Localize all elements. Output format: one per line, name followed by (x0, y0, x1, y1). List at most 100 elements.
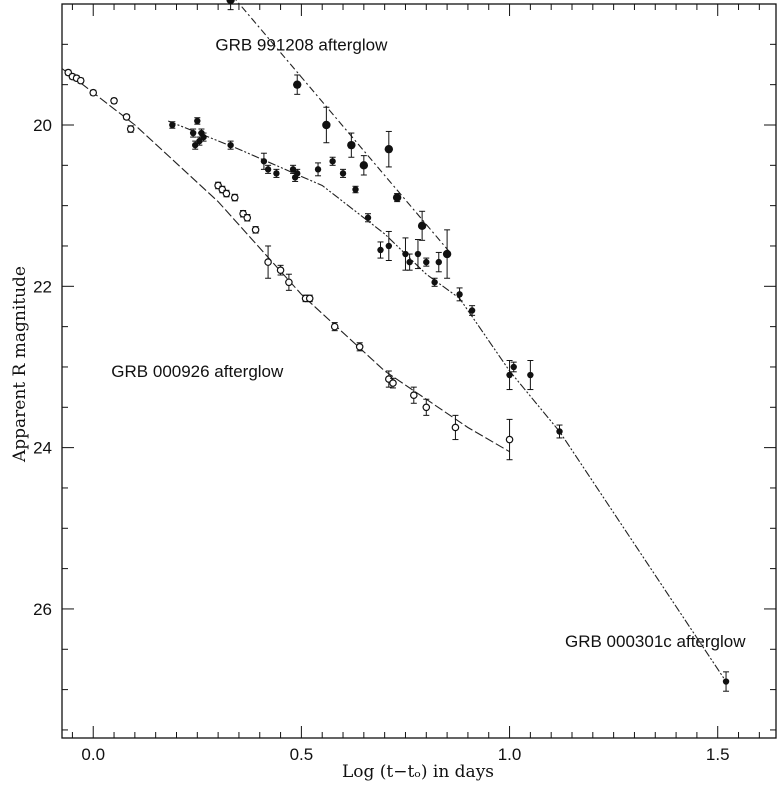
point-marker (435, 258, 442, 266)
point-marker (314, 166, 322, 173)
x-tick-label: 1.5 (706, 745, 730, 764)
data-points (64, 0, 730, 692)
point-marker (456, 291, 463, 298)
data-point (285, 273, 293, 291)
point-marker (722, 678, 730, 685)
point-marker (76, 76, 85, 85)
x-axis-title: Log (t−tₒ) in days (342, 762, 494, 782)
data-point (322, 106, 331, 144)
point-marker (364, 214, 372, 221)
point-marker (506, 371, 513, 379)
data-point (355, 342, 364, 352)
data-point (456, 287, 463, 302)
data-point (442, 229, 452, 279)
plot-border (61, 3, 777, 739)
point-marker (355, 343, 364, 351)
series-label: GRB 000926 afterglow (111, 362, 284, 381)
point-marker (556, 428, 563, 435)
point-marker (392, 193, 402, 202)
data-point (89, 88, 98, 97)
y-tick-label: 20 (33, 116, 52, 135)
point-marker (377, 246, 384, 254)
data-point (506, 360, 513, 391)
data-point (227, 140, 234, 150)
point-marker (329, 158, 336, 165)
point-marker (409, 391, 418, 399)
point-marker (347, 140, 356, 150)
data-point (377, 241, 384, 259)
data-point (339, 168, 347, 178)
point-marker (422, 403, 431, 412)
point-marker (406, 258, 413, 266)
data-point (527, 360, 534, 391)
data-point (352, 185, 359, 194)
data-point (385, 230, 393, 261)
point-marker (273, 170, 280, 177)
data-point (414, 239, 422, 270)
data-point (505, 418, 514, 461)
point-marker (431, 279, 438, 286)
data-point (330, 322, 339, 332)
data-point (422, 398, 431, 416)
data-point (194, 117, 201, 125)
x-tick-label: 0.0 (81, 745, 105, 764)
data-point (251, 226, 260, 234)
point-marker (222, 189, 231, 198)
data-point (314, 162, 322, 177)
point-marker (227, 141, 234, 149)
y-axis-title: Apparent R magnitude (10, 266, 30, 463)
data-point (329, 156, 336, 166)
data-point (722, 671, 730, 692)
point-marker (527, 371, 534, 379)
point-marker (122, 113, 131, 121)
fit-line (167, 120, 727, 682)
data-point (110, 96, 118, 105)
data-point (76, 76, 85, 85)
point-marker (352, 186, 359, 193)
data-point (406, 253, 413, 271)
point-marker (293, 80, 302, 89)
data-point (347, 132, 356, 158)
point-marker (442, 249, 452, 259)
point-marker (384, 144, 394, 154)
data-point (385, 370, 393, 388)
data-point (226, 0, 235, 11)
x-tick-label: 1.0 (498, 745, 522, 764)
point-marker (402, 250, 409, 258)
point-marker (451, 423, 460, 432)
point-marker (276, 266, 285, 274)
data-point (230, 193, 239, 202)
point-marker (169, 121, 176, 129)
point-marker (260, 158, 268, 165)
data-point (451, 414, 460, 441)
data-point (435, 251, 442, 273)
point-marker (110, 96, 118, 105)
point-marker (89, 88, 98, 97)
point-marker (285, 278, 293, 287)
point-marker (294, 170, 301, 177)
fit-lines (61, 0, 727, 682)
data-point (222, 189, 231, 198)
data-point (392, 193, 402, 203)
data-point (169, 121, 176, 129)
point-marker (305, 294, 314, 303)
data-point (359, 155, 369, 176)
data-point (126, 125, 135, 133)
data-point (243, 213, 252, 222)
data-point (264, 245, 272, 279)
y-tick-label: 26 (33, 600, 52, 619)
point-marker (414, 250, 422, 258)
point-marker (126, 125, 135, 133)
data-point (192, 140, 199, 150)
y-tick-label: 22 (33, 277, 52, 296)
point-marker (322, 120, 331, 130)
point-marker (359, 161, 369, 170)
data-point (556, 424, 563, 439)
data-point (189, 128, 197, 138)
point-marker (200, 133, 207, 141)
data-point (423, 257, 430, 267)
data-point (364, 213, 372, 223)
data-point (431, 277, 438, 287)
